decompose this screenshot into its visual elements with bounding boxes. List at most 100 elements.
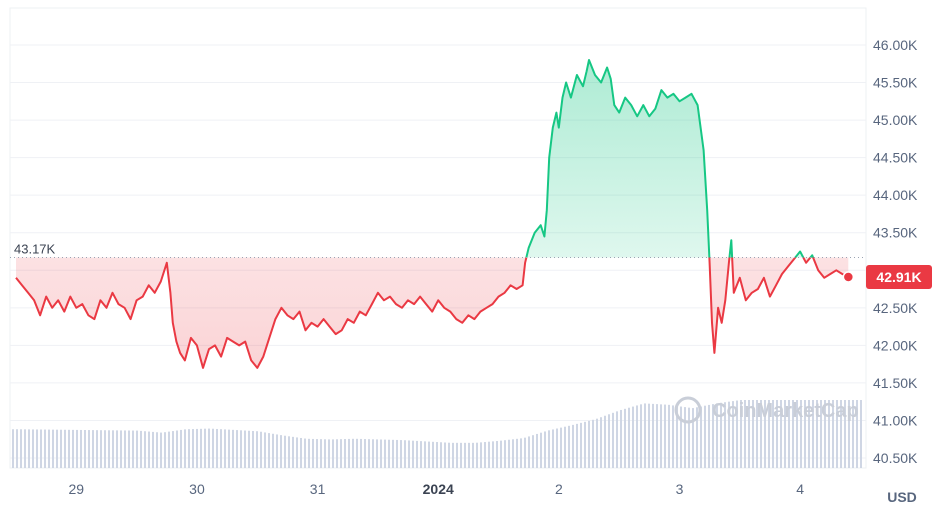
- volume-bar: [160, 432, 162, 468]
- volume-bar: [724, 402, 726, 468]
- volume-bar: [728, 401, 730, 468]
- volume-bar: [732, 401, 734, 468]
- volume-bar: [140, 430, 142, 468]
- volume-bar: [840, 400, 842, 468]
- volume-bar: [356, 438, 358, 468]
- volume-bar: [332, 439, 334, 468]
- volume-bar: [824, 400, 826, 468]
- volume-bar: [428, 441, 430, 468]
- volume-bar: [524, 437, 526, 468]
- volume-bar: [856, 400, 858, 468]
- volume-bar: [808, 400, 810, 468]
- watermark-text: CoinMarketCap: [712, 400, 859, 422]
- volume-bar: [404, 440, 406, 468]
- area-below-reference: [16, 257, 849, 368]
- volume-bar: [452, 442, 454, 468]
- volume-bar: [684, 407, 686, 468]
- volume-bar: [200, 428, 202, 468]
- volume-bar: [312, 438, 314, 468]
- volume-bar: [812, 400, 814, 468]
- volume-bar: [80, 429, 82, 468]
- y-tick-label: 44.00K: [873, 187, 918, 203]
- volume-bar: [24, 429, 26, 468]
- volume-bar: [576, 423, 578, 468]
- volume-bar: [624, 408, 626, 468]
- volume-bar: [792, 400, 794, 468]
- volume-bar: [316, 439, 318, 468]
- volume-bar: [592, 419, 594, 468]
- volume-bar: [480, 442, 482, 468]
- volume-bar: [184, 429, 186, 468]
- volume-bar: [228, 429, 230, 468]
- volume-bar: [848, 400, 850, 468]
- x-tick-label: 4: [796, 481, 804, 497]
- volume-bar: [52, 429, 54, 468]
- volume-bar: [584, 421, 586, 468]
- volume-bar: [16, 429, 18, 468]
- volume-bar: [540, 432, 542, 468]
- volume-bar: [504, 440, 506, 468]
- volume-bar: [448, 442, 450, 468]
- volume-bar: [196, 428, 198, 468]
- price-line: [15, 59, 849, 369]
- volume-bar: [384, 439, 386, 468]
- volume-bar: [780, 400, 782, 468]
- volume-bar: [208, 428, 210, 468]
- volume-bar: [396, 439, 398, 468]
- volume-bar: [172, 431, 174, 468]
- volume-bar: [132, 430, 134, 468]
- y-tick-label: 42.50K: [873, 300, 918, 316]
- volume-bar: [672, 405, 674, 468]
- volume-bar: [620, 409, 622, 468]
- volume-bar: [756, 400, 758, 468]
- volume-bar: [268, 433, 270, 468]
- volume-bar: [376, 439, 378, 468]
- volume-bar: [280, 435, 282, 468]
- volume-bar: [188, 429, 190, 468]
- volume-bar: [788, 400, 790, 468]
- volume-bar: [456, 442, 458, 468]
- volume-bar: [240, 430, 242, 468]
- y-tick-label: 41.50K: [873, 375, 918, 391]
- volume-bar: [248, 430, 250, 468]
- x-tick-label: 2: [555, 481, 563, 497]
- volume-bar: [100, 430, 102, 468]
- volume-bar: [344, 439, 346, 468]
- volume-bar: [48, 429, 50, 468]
- volume-bar: [212, 428, 214, 468]
- volume-bar: [656, 404, 658, 468]
- volume-bar: [628, 407, 630, 468]
- volume-bar: [652, 403, 654, 468]
- volume-bar: [408, 440, 410, 468]
- y-tick-label: 41.00K: [873, 412, 918, 428]
- volume-bar: [128, 430, 130, 468]
- volume-bar: [296, 437, 298, 468]
- volume-bar: [120, 430, 122, 468]
- volume-bar: [700, 406, 702, 468]
- volume-bar: [560, 427, 562, 468]
- volume-bar: [528, 436, 530, 468]
- volume-bar: [716, 403, 718, 468]
- volume-bar: [544, 431, 546, 468]
- volume-bar: [636, 405, 638, 468]
- volume-bar: [372, 439, 374, 468]
- volume-bar: [308, 438, 310, 468]
- volume-bar: [612, 412, 614, 468]
- volume-bar: [292, 436, 294, 468]
- volume-bar: [632, 406, 634, 468]
- volume-bar: [800, 400, 802, 468]
- volume-bar: [676, 405, 678, 468]
- volume-bar: [60, 429, 62, 468]
- volume-bar: [820, 400, 822, 468]
- plot-frame: [9, 7, 867, 469]
- volume-bar: [176, 430, 178, 468]
- volume-bar: [148, 431, 150, 468]
- current-price-badge: 42.91K: [866, 265, 932, 290]
- volume-bar: [748, 400, 750, 468]
- volume-bar: [340, 439, 342, 468]
- volume-bar: [464, 442, 466, 468]
- volume-bar: [552, 429, 554, 468]
- volume-bar: [224, 429, 226, 468]
- volume-bar: [548, 430, 550, 468]
